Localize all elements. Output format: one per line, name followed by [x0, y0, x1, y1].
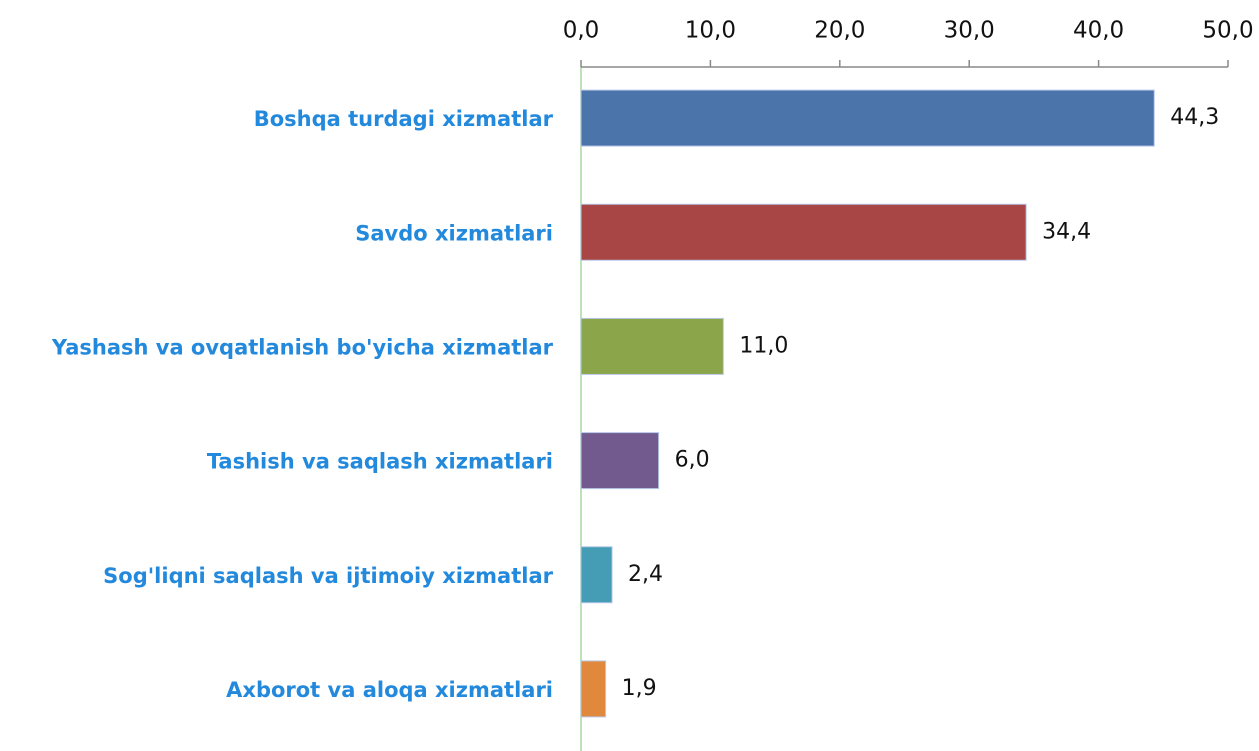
- x-tick-label: 20,0: [814, 18, 865, 44]
- x-tick-label: 30,0: [944, 18, 995, 44]
- y-tick-label: Boshqa turdagi xizmatlar: [254, 107, 554, 131]
- value-label: 44,3: [1170, 105, 1219, 130]
- value-label: 2,4: [628, 562, 663, 587]
- x-tick-label: 10,0: [685, 18, 736, 44]
- value-label: 6,0: [675, 448, 710, 473]
- y-tick-label: Tashish va saqlash xizmatlari: [207, 450, 553, 474]
- x-tick-label: 0,0: [563, 18, 600, 44]
- bar: [580, 546, 613, 604]
- y-tick-label: Axborot va aloqa xizmatlari: [226, 678, 553, 702]
- bar: [580, 660, 607, 718]
- x-tick-label: 50,0: [1202, 18, 1253, 44]
- bar: [580, 317, 724, 375]
- y-tick-label: Yashash va ovqatlanish bo'yicha xizmatla…: [51, 335, 554, 359]
- value-label: 1,9: [622, 676, 657, 701]
- x-tick-label: 40,0: [1073, 18, 1124, 44]
- bar: [580, 89, 1155, 147]
- y-tick-label: Sog'liqni saqlash va ijtimoiy xizmatlar: [103, 564, 553, 588]
- bar: [580, 432, 660, 490]
- bar: [580, 203, 1027, 261]
- value-label: 34,4: [1042, 219, 1091, 244]
- value-label: 11,0: [739, 333, 788, 358]
- y-tick-label: Savdo xizmatlari: [355, 221, 553, 245]
